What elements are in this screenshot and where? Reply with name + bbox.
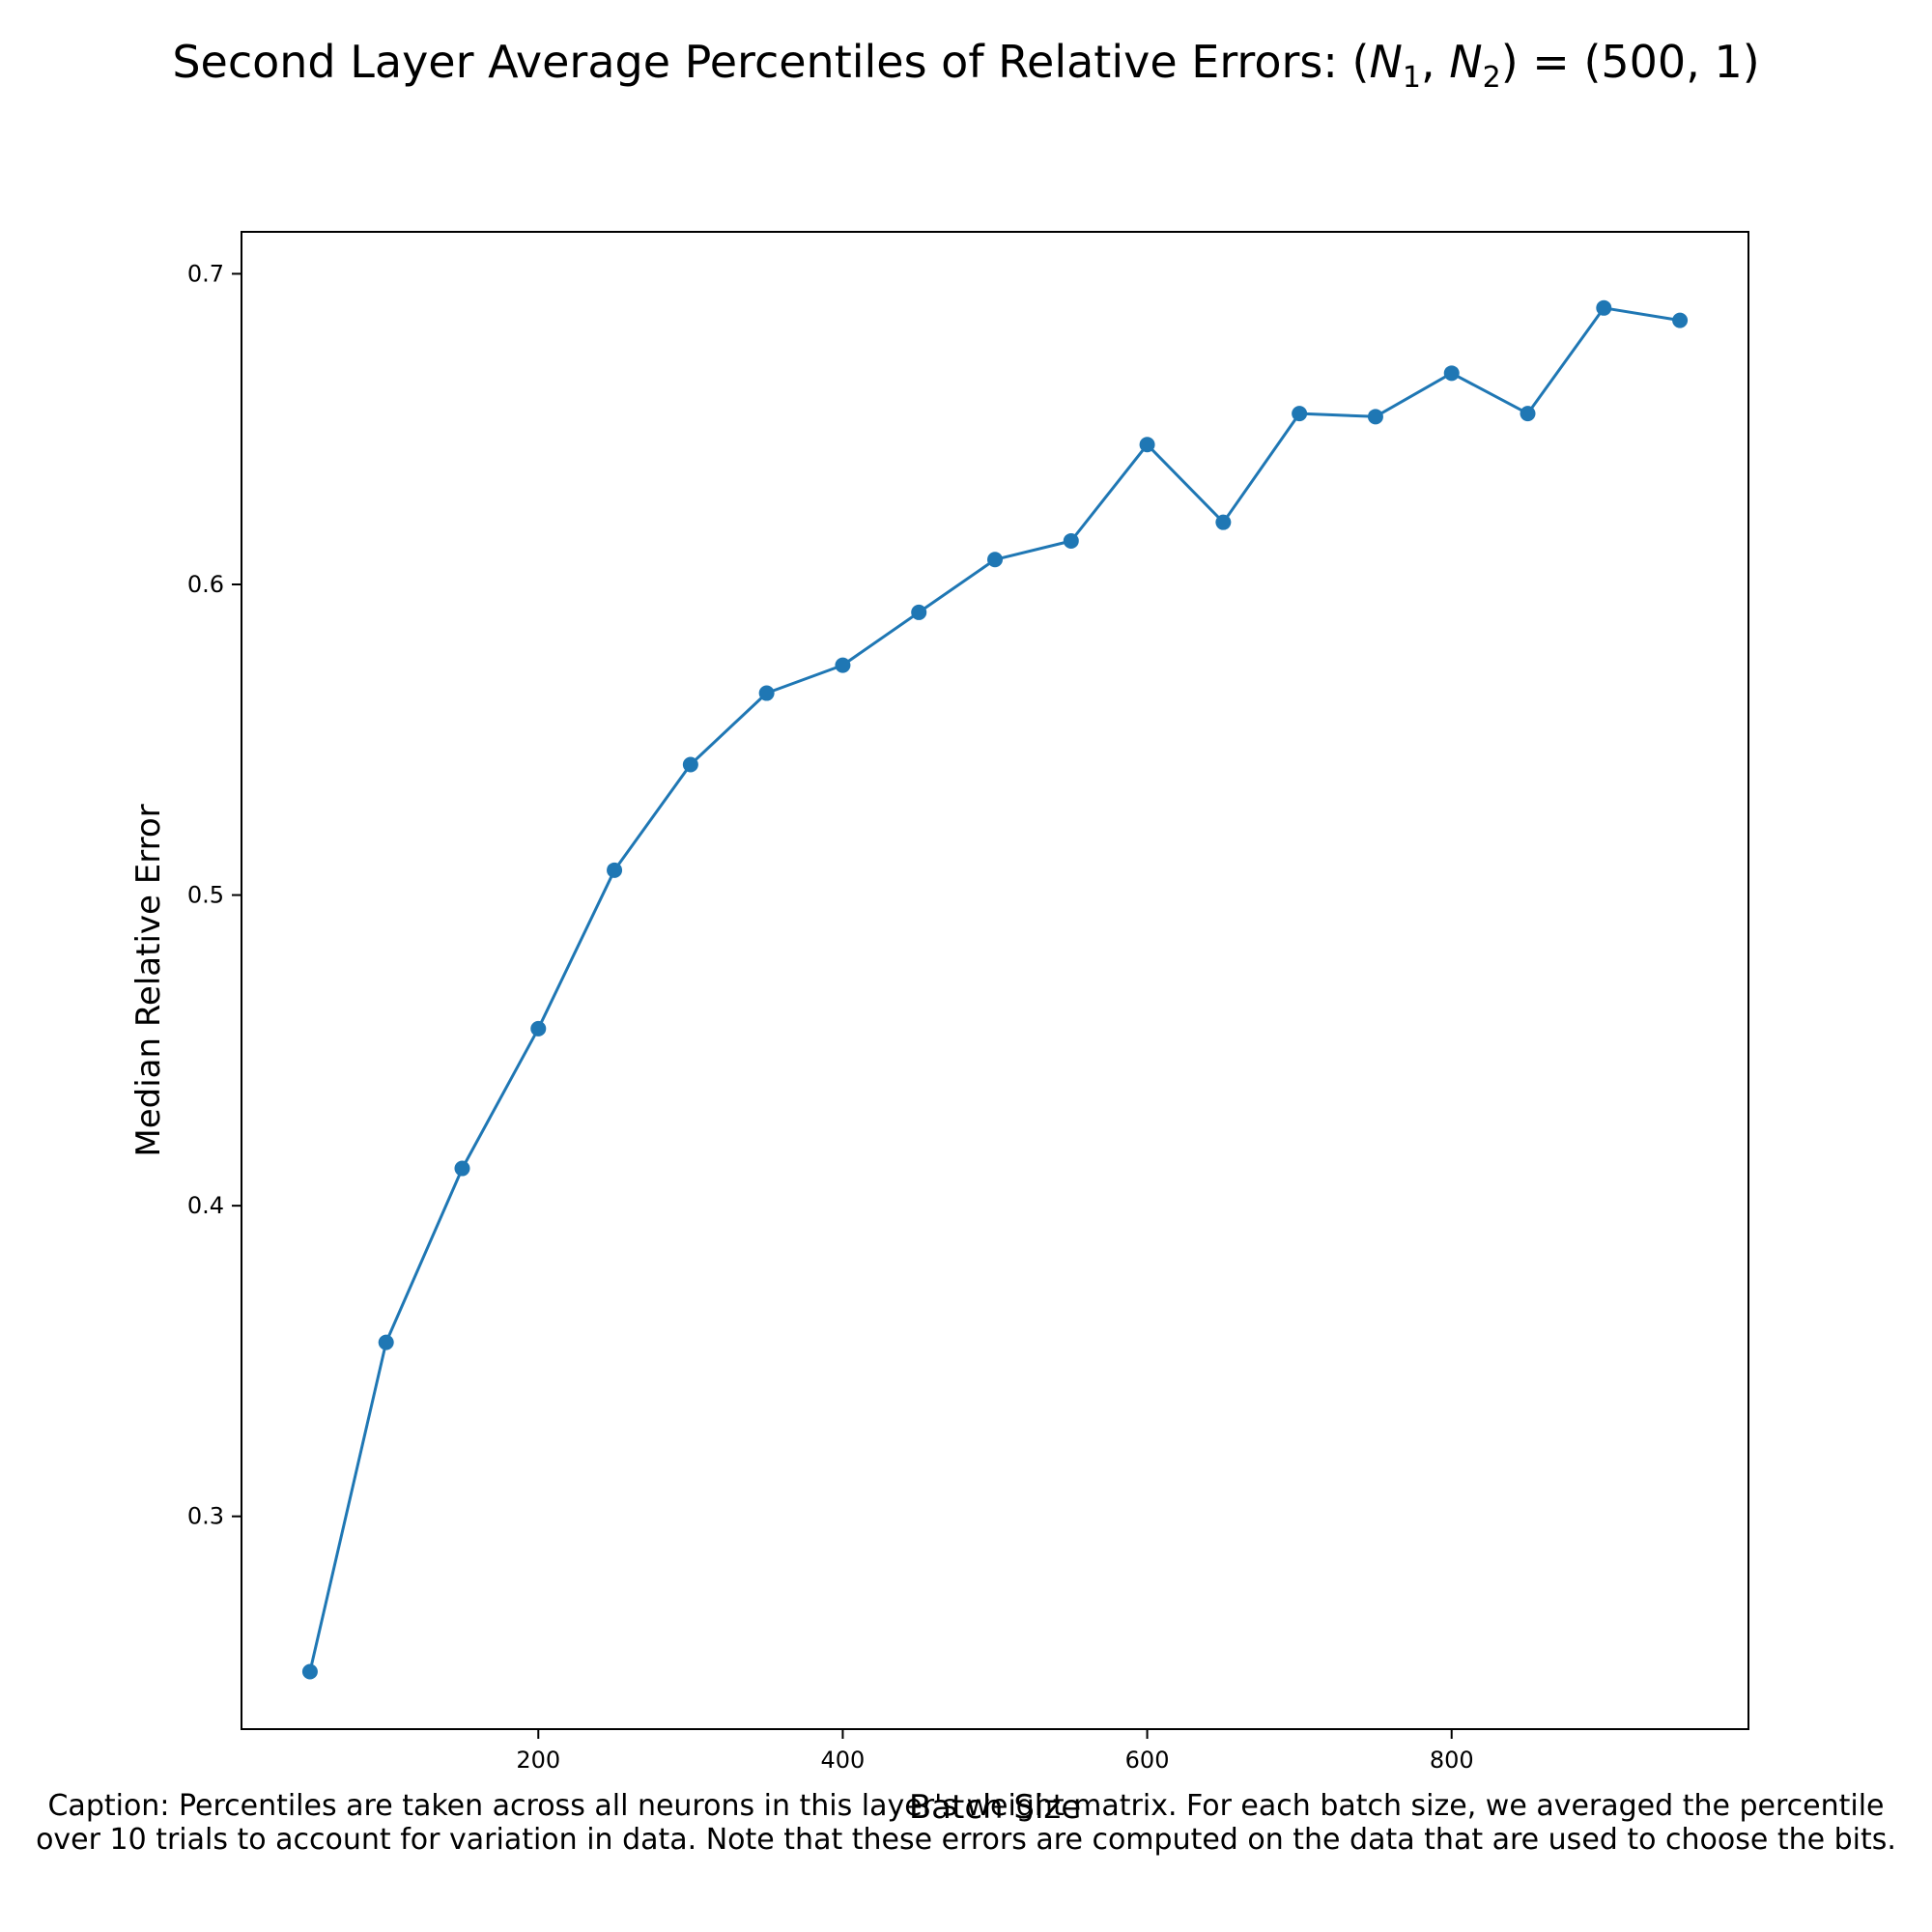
data-point xyxy=(1672,312,1689,328)
y-tick-label: 0.7 xyxy=(187,260,224,287)
data-point xyxy=(530,1020,547,1037)
data-point xyxy=(1596,299,1612,316)
data-point xyxy=(758,685,775,701)
x-tick-label: 400 xyxy=(821,1747,866,1774)
data-point xyxy=(301,1663,318,1680)
data-point xyxy=(1520,406,1536,422)
data-point xyxy=(1139,437,1155,453)
data-point xyxy=(987,552,1003,568)
series-layer xyxy=(301,299,1689,1680)
chart-title: Second Layer Average Percentiles of Rela… xyxy=(172,36,1759,95)
plot-area xyxy=(241,231,1749,1730)
data-point xyxy=(1215,514,1232,530)
x-axis: 200 400 600 800 xyxy=(516,1729,1474,1774)
data-point xyxy=(835,657,851,673)
y-tick-label: 0.4 xyxy=(187,1192,224,1219)
y-tick-label: 0.5 xyxy=(187,882,224,909)
y-tick-label: 0.3 xyxy=(187,1503,224,1530)
data-point xyxy=(454,1160,470,1177)
data-point xyxy=(682,756,698,773)
x-tick-label: 200 xyxy=(516,1747,560,1774)
data-point xyxy=(1063,532,1079,549)
y-axis-label: Median Relative Error xyxy=(129,804,168,1156)
data-point xyxy=(1443,365,1460,382)
x-tick-label: 800 xyxy=(1430,1747,1474,1774)
y-tick-label: 0.6 xyxy=(187,571,224,598)
series-line xyxy=(308,306,1681,1672)
figure-caption: Caption: Percentiles are taken across al… xyxy=(36,1789,1896,1857)
x-axis-label: Batch Size xyxy=(909,1788,1081,1827)
data-point xyxy=(1367,409,1383,425)
x-tick-label: 600 xyxy=(1125,1747,1170,1774)
data-point xyxy=(378,1334,394,1350)
y-axis: 0.3 0.4 0.5 0.6 0.7 xyxy=(187,260,242,1530)
data-point xyxy=(1292,406,1308,422)
data-point xyxy=(911,604,927,620)
data-point xyxy=(607,862,623,878)
